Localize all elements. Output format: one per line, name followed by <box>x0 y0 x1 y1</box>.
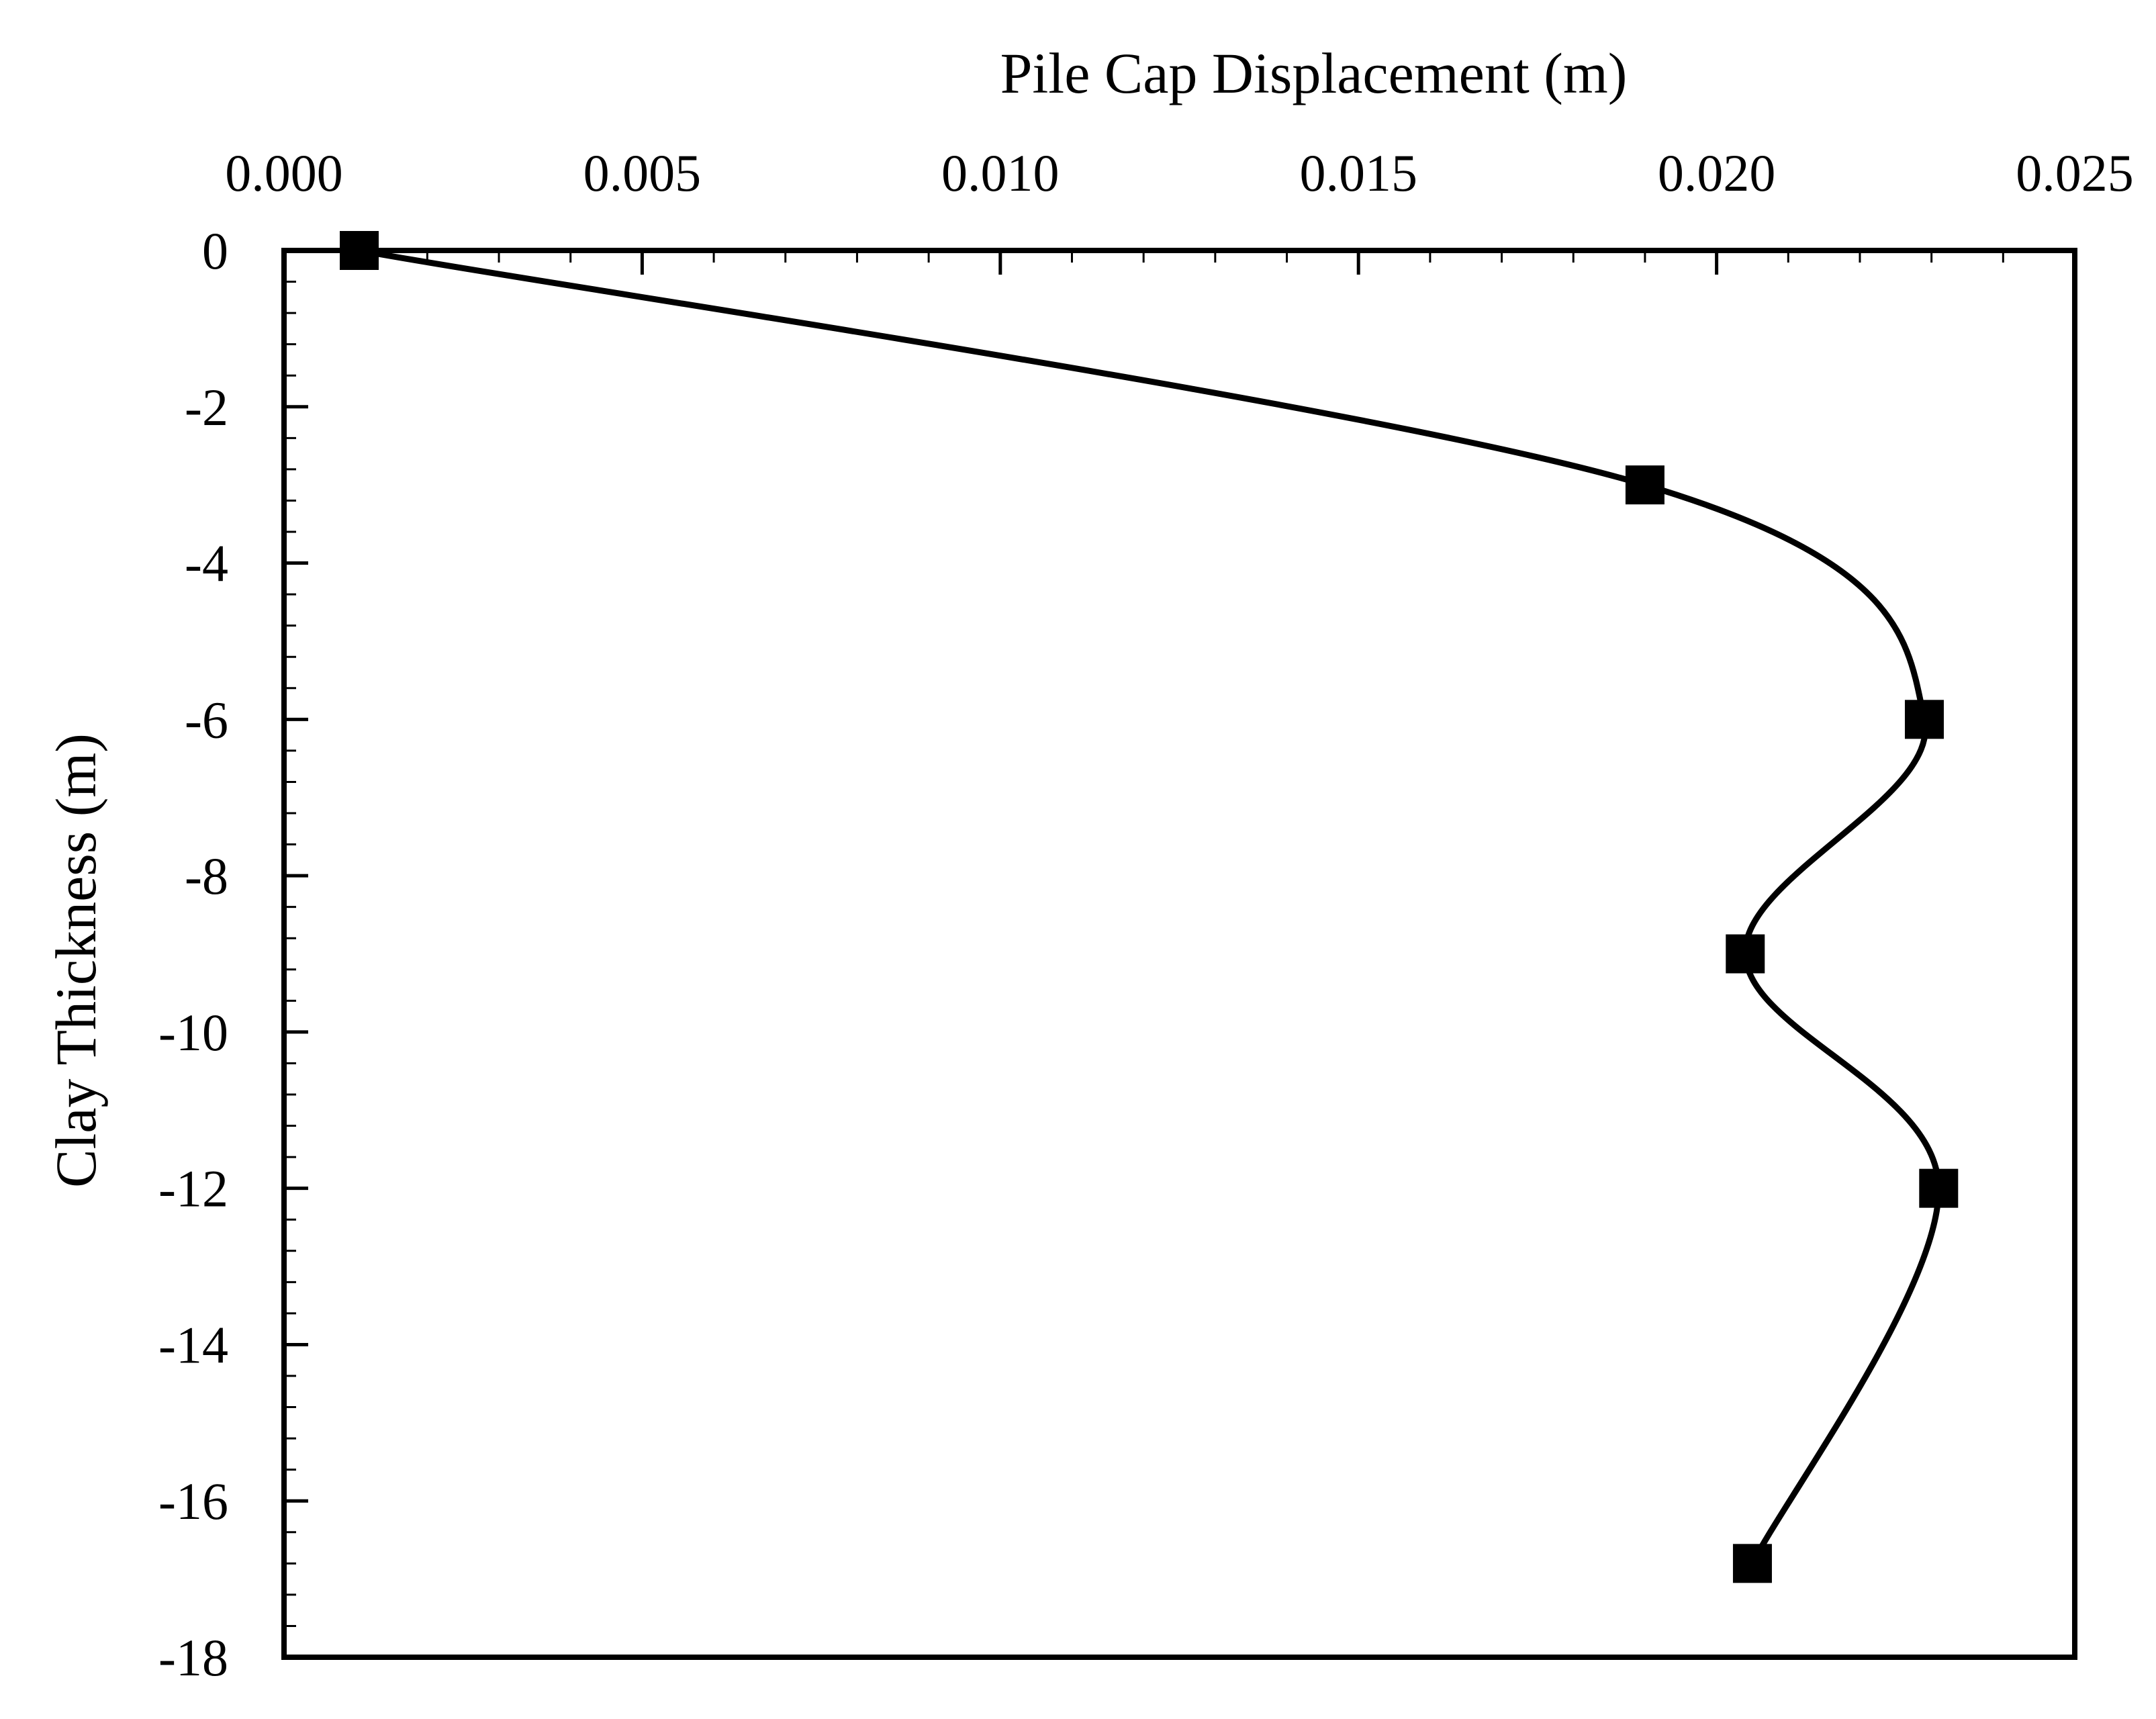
x-tick-labels: 0.000 0.005 0.010 0.015 0.020 0.025 <box>225 144 2134 202</box>
data-point-marker <box>1904 700 1944 739</box>
y-tick-label: -4 <box>185 535 228 593</box>
y-tick-label: 0 <box>202 222 228 280</box>
data-point-marker <box>1625 465 1665 505</box>
series-line <box>356 247 1942 1567</box>
y-tick-label: -10 <box>158 1003 228 1062</box>
data-point-marker <box>340 231 379 270</box>
minor-ticks <box>283 249 2076 1659</box>
data-point-marker <box>1919 1168 1959 1208</box>
y-tick-label: -2 <box>185 378 228 436</box>
series-markers <box>340 231 1959 1583</box>
x-tick-label: 0.010 <box>941 144 1060 202</box>
y-tick-label: -8 <box>185 847 228 905</box>
y-tick-label: -6 <box>185 690 228 749</box>
plot-area-frame <box>281 248 2077 1660</box>
y-axis-title: Clay Thickness (m) <box>44 733 108 1188</box>
y-tick-labels: 0 -2 -4 -6 -8 -10 -12 -14 -16 -18 <box>158 222 228 1687</box>
x-tick-label: 0.020 <box>1658 144 1776 202</box>
x-tick-label: 0.025 <box>2016 144 2134 202</box>
x-axis-title: Pile Cap Displacement (m) <box>1000 41 1628 105</box>
y-tick-label: -18 <box>158 1628 228 1687</box>
y-tick-label: -14 <box>158 1315 228 1374</box>
y-tick-label: -12 <box>158 1160 228 1218</box>
data-point-marker <box>1726 934 1765 974</box>
major-ticks <box>282 248 2077 1659</box>
x-tick-label: 0.015 <box>1299 144 1417 202</box>
x-tick-label: 0.005 <box>583 144 702 202</box>
x-tick-label: 0.000 <box>225 144 343 202</box>
data-point-marker <box>1732 1544 1772 1583</box>
y-tick-label: -16 <box>158 1472 228 1530</box>
